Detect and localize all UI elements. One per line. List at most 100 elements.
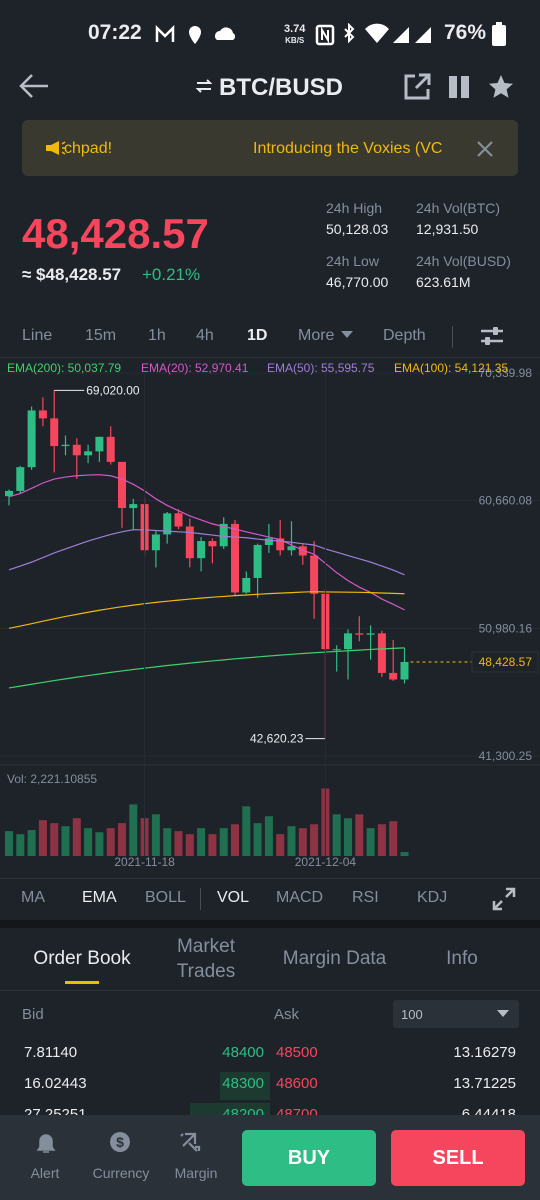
battery-level: 76% [444, 21, 487, 44]
candle-body [400, 661, 409, 680]
volume-bar [310, 824, 319, 856]
candle-body [129, 504, 138, 509]
indicator-tab[interactable]: EMA [82, 889, 117, 906]
volume-bar [264, 816, 273, 856]
candle-body [16, 467, 25, 491]
swap-icon[interactable] [195, 78, 213, 94]
bid-depth [220, 1072, 270, 1100]
volume-bar [163, 828, 172, 856]
divider [0, 878, 540, 879]
nav-label[interactable]: Currency [92, 1165, 150, 1181]
volume-bar [106, 828, 115, 856]
legend-entry: EMA(100): 54,121.35 [394, 361, 508, 375]
volume-bar [50, 823, 59, 856]
x-tick-label: 2021-11-18 [114, 855, 175, 869]
sell-button[interactable]: SELL [391, 1130, 525, 1186]
volume-bar [16, 834, 25, 856]
chart-settings[interactable] [480, 325, 504, 347]
candle-body [332, 649, 341, 651]
interval-tab[interactable]: 1D [247, 327, 268, 344]
volume-bar [355, 814, 364, 856]
indicator-tab[interactable]: VOL [217, 889, 250, 906]
interval-tab[interactable]: 1h [148, 327, 166, 344]
separator [200, 888, 201, 910]
pair-title[interactable]: BTC/BUSD [219, 74, 343, 101]
buy-button[interactable]: BUY [242, 1130, 376, 1186]
tab-underline [65, 981, 99, 984]
volume-bar [253, 823, 262, 856]
nav-label[interactable]: Margin [174, 1165, 218, 1181]
stat-label: 24h Vol(BTC) [416, 200, 501, 216]
candle-body [174, 513, 183, 527]
interval-tab[interactable]: 4h [196, 327, 214, 344]
stat-value: 623.61M [416, 274, 471, 290]
indicator-tab[interactable]: KDJ [417, 889, 448, 906]
volume-bar [151, 814, 160, 856]
stat-label: 24h High [326, 200, 383, 216]
tab[interactable]: Order Book [33, 948, 131, 969]
stat-label: 24h Low [326, 253, 379, 269]
close-banner[interactable] [476, 140, 494, 158]
x-tick-label: 2021-12-04 [295, 855, 357, 869]
volume-bar [366, 828, 375, 856]
volume-label: Vol: 2,221.10855 [7, 772, 97, 786]
announcement-banner[interactable]: chpad! Introducing the Voxies (VC [22, 120, 518, 176]
depth-value: 100 [401, 1007, 423, 1022]
dropdown-arrow [497, 1010, 509, 1017]
nav-label[interactable]: Alert [30, 1165, 60, 1181]
kline-chart[interactable]: 70,339.98 60,660.08 50,980.16 41,300.25 EMA(… [0, 358, 540, 878]
candle-body [5, 490, 13, 497]
bid-header: Bid [22, 1006, 44, 1023]
volume-bar [95, 832, 104, 856]
candle-body [355, 633, 364, 635]
stat-value: 46,770.00 [326, 274, 389, 290]
volume-bar [61, 826, 70, 856]
candle-body [310, 555, 319, 594]
legend-entry: EMA(50): 55,595.75 [267, 361, 375, 375]
net-speed-unit: KB/S [285, 36, 305, 45]
back-button[interactable] [18, 72, 50, 100]
candle-body [242, 577, 251, 593]
candle-body [298, 546, 307, 556]
candle-body [253, 544, 262, 578]
volume-bar [84, 828, 93, 856]
legend-entry: EMA(20): 52,970.41 [141, 361, 249, 375]
depth-select[interactable]: 100 [393, 1000, 519, 1028]
divider [0, 357, 540, 358]
interval-tab[interactable]: Depth [383, 327, 426, 344]
net-speed-value: 3.74 [284, 23, 306, 35]
bid-price: 48300 [222, 1075, 264, 1092]
volume-bar [332, 814, 341, 856]
indicator-tab[interactable]: MACD [276, 889, 324, 906]
last-price-label: 48,428.57 [479, 655, 533, 669]
last-price-box [471, 651, 539, 673]
bottom-nav: $ Alert Currency Margin BUY SELL [0, 1115, 540, 1200]
banner-text-right: Introducing the Voxies (VC [253, 140, 443, 157]
interval-tab[interactable]: More [298, 327, 335, 344]
volume-bar [185, 834, 194, 856]
candle-body [264, 538, 273, 545]
volume-bar [38, 820, 47, 856]
indicator-tab[interactable]: BOLL [145, 889, 186, 906]
y-tick-label: 70,339.98 [479, 366, 533, 380]
fullscreen-button[interactable] [492, 887, 516, 911]
candle-body [72, 444, 81, 456]
header-actions[interactable] [403, 72, 518, 102]
bid-amount: 16.02443 [24, 1075, 87, 1092]
ema-line [8, 591, 405, 629]
interval-tab[interactable]: Line [22, 327, 53, 344]
section-gap [0, 920, 540, 928]
annotation-label: 42,620.23 [250, 732, 304, 746]
volume-bar [219, 828, 228, 856]
indicator-tab[interactable]: MA [21, 889, 45, 906]
ask-amount: 13.71225 [453, 1075, 516, 1092]
volume-bar [298, 828, 307, 856]
interval-tab[interactable]: 15m [85, 327, 117, 344]
volume-bar [287, 826, 296, 856]
tab[interactable]: Margin Data [282, 948, 387, 969]
tab[interactable]: Info [446, 948, 478, 969]
ema-line [8, 529, 405, 576]
indicator-tab[interactable]: RSI [352, 889, 379, 906]
volume-bar [208, 834, 217, 856]
tab[interactable]: Market Trades [176, 936, 236, 982]
